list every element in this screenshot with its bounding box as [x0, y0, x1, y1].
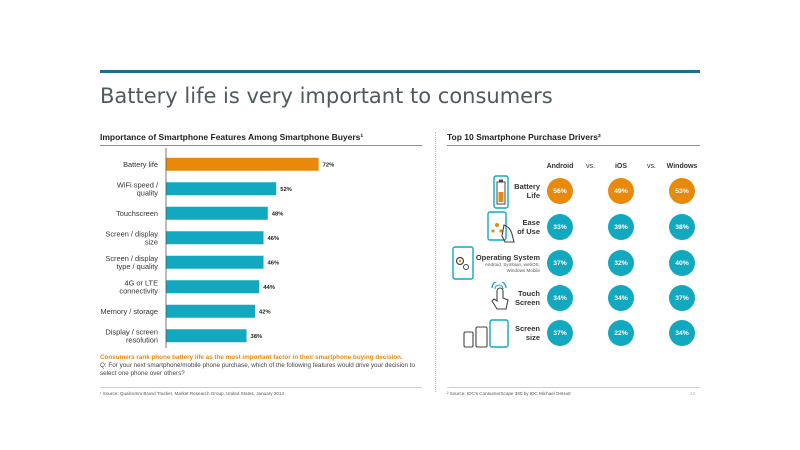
driver-value-1-ios: 39%: [608, 214, 634, 240]
driver-value-0-android: 56%: [547, 178, 573, 204]
driver-value-1-android: 33%: [547, 214, 573, 240]
column-header-windows: Windows: [666, 163, 698, 170]
category-label-4-1: type / quality: [117, 262, 159, 271]
right-chart-rule: [447, 145, 700, 146]
screen-size-icon: [463, 318, 511, 353]
row-label-line-1-1: of Use: [517, 227, 540, 236]
driver-value-4-android: 37%: [547, 320, 573, 346]
driver-value-4-ios: 22%: [608, 320, 634, 346]
bar-value-label-2: 48%: [272, 212, 284, 218]
page-title: Battery life is very important to consum…: [100, 84, 553, 108]
note-highlight: Consumers rank phone battery life as the…: [100, 354, 403, 361]
category-label-1-0: WiFi speed /: [117, 180, 159, 189]
column-header-ios: iOS: [614, 163, 628, 170]
driver-value-2-ios: 32%: [608, 250, 634, 276]
versus-label-0: vs.: [586, 163, 595, 170]
page-number: 13: [690, 391, 696, 396]
row-label-line-3-0: Touch: [518, 289, 540, 298]
bar-1: [166, 182, 277, 196]
row-label-line-3-1: Screen: [514, 298, 540, 307]
bar-0: [166, 157, 319, 171]
row-label-line-1-0: Ease: [522, 218, 540, 227]
category-label-6-0: Memory / storage: [100, 307, 158, 316]
category-label-5-1: connectivity: [119, 286, 158, 295]
operating-system-icon: [450, 246, 476, 285]
row-label-2: Operating System Android, Symbian, webOS,…: [470, 253, 540, 273]
bar-5: [166, 280, 260, 294]
column-header-android: Android: [546, 163, 574, 170]
driver-value-2-android: 37%: [547, 250, 573, 276]
panel-divider: [435, 132, 437, 392]
row-label-line-4-0: Screen: [514, 324, 540, 333]
category-label-3-0: Screen / display: [105, 229, 158, 238]
driver-value-0-ios: 49%: [608, 178, 634, 204]
category-label-5-0: 4G or LTE: [124, 278, 158, 287]
driver-value-2-windows: 40%: [669, 250, 695, 276]
bar-value-label-3: 46%: [268, 236, 280, 242]
category-label-4-0: Screen / display: [105, 254, 158, 263]
category-label-7-1: resolution: [126, 335, 158, 344]
driver-value-1-windows: 38%: [669, 214, 695, 240]
right-chart-title: Top 10 Smartphone Purchase Drivers²: [447, 132, 601, 142]
bar-value-label-6: 42%: [259, 310, 271, 316]
row-label-1: Ease of Use: [470, 218, 540, 236]
bar-value-label-4: 46%: [268, 261, 280, 267]
bar-value-label-0: 72%: [323, 163, 335, 169]
category-label-7-0: Display / screen: [105, 327, 158, 336]
category-label-2-0: Touchscreen: [116, 209, 158, 218]
row-label-0: Battery Life: [470, 182, 540, 200]
bar-value-label-5: 44%: [263, 285, 275, 291]
bar-7: [166, 329, 247, 343]
footnote-right: ² Source: IDC's ConsumerScape 360 by IDC…: [447, 387, 700, 396]
category-label-3-1: size: [145, 237, 158, 246]
touch-icon: [486, 280, 512, 317]
bar-3: [166, 231, 264, 245]
row-label-4: Screen size: [470, 324, 540, 342]
versus-label-1: vs.: [647, 163, 656, 170]
bar-2: [166, 206, 268, 220]
bar-value-label-7: 38%: [251, 334, 263, 340]
driver-value-4-windows: 34%: [669, 320, 695, 346]
driver-value-3-windows: 37%: [669, 285, 695, 311]
row-label-line-0-0: Battery: [514, 182, 540, 191]
category-label-0-0: Battery life: [123, 160, 158, 169]
driver-value-3-ios: 34%: [608, 285, 634, 311]
note-question: Q: For your next smartphone/mobile phone…: [100, 362, 416, 378]
row-label-line-4-1: size: [525, 333, 540, 342]
battery-icon: [492, 175, 510, 214]
chart-note: Consumers rank phone battery life as the…: [100, 354, 430, 379]
bar-4: [166, 255, 264, 269]
left-chart-title: Importance of Smartphone Features Among …: [100, 132, 364, 142]
bar-6: [166, 304, 256, 318]
ease-of-use-icon: [484, 211, 518, 248]
left-chart-rule: [100, 145, 422, 146]
driver-value-0-windows: 53%: [669, 178, 695, 204]
row-label-line-0-1: Life: [526, 191, 540, 200]
row-label-3: Touch Screen: [470, 289, 540, 307]
category-label-1-1: quality: [137, 188, 159, 197]
row-label-line-2-0: Operating System: [475, 253, 540, 262]
feature-importance-bar-chart: 72% Battery life 52% WiFi speed /quality 48%…: [100, 148, 335, 348]
footnote-left: ¹ Source: Qualcomm Brand Tracker, Market…: [100, 387, 422, 396]
header-rule: [100, 70, 700, 73]
row-sublabel-2: Android, Symbian, webOS, Windows Mobile: [484, 262, 540, 273]
driver-value-3-android: 34%: [547, 285, 573, 311]
bar-value-label-1: 52%: [280, 187, 292, 193]
